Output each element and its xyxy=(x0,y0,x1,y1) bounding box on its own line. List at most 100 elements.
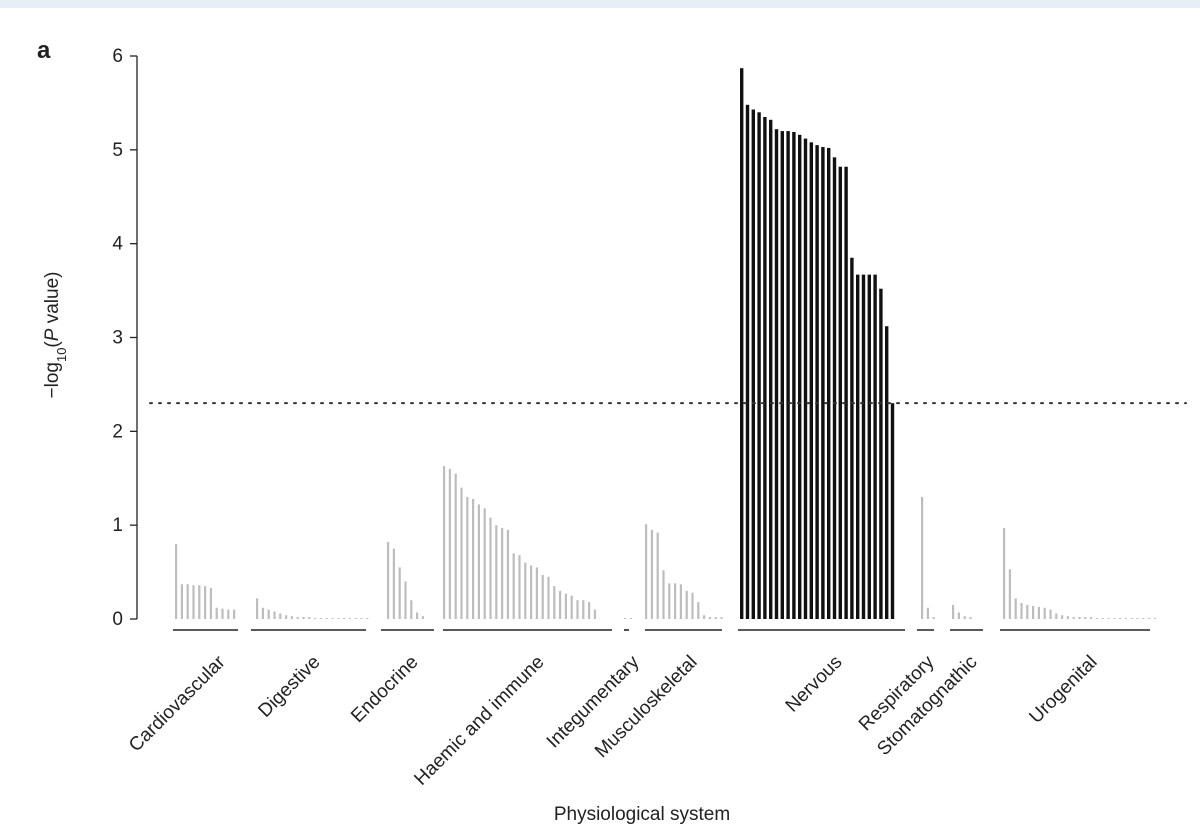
top-strip xyxy=(0,0,1200,8)
y-tick-label: 3 xyxy=(112,328,123,349)
bar xyxy=(319,618,322,619)
bar xyxy=(674,583,677,619)
bar xyxy=(564,593,567,619)
bar xyxy=(1020,603,1023,619)
bar xyxy=(506,529,509,619)
bar xyxy=(1049,609,1052,619)
bar xyxy=(472,498,475,619)
bar xyxy=(952,604,955,619)
bar xyxy=(593,609,596,619)
bar xyxy=(308,617,311,619)
bar xyxy=(416,612,419,619)
bar xyxy=(541,574,544,619)
bar xyxy=(803,138,808,619)
bar xyxy=(1113,618,1116,619)
bar xyxy=(186,584,189,619)
y-axis-title: −log10(P value) xyxy=(42,272,69,399)
bar xyxy=(769,119,773,619)
bar xyxy=(763,116,767,619)
bar xyxy=(489,517,492,619)
bar xyxy=(873,274,877,619)
y-axis-title-prefix: −log xyxy=(42,362,63,398)
bar xyxy=(757,112,761,620)
bar xyxy=(751,109,755,620)
bar xyxy=(1008,569,1011,619)
bar xyxy=(483,508,486,619)
bar xyxy=(180,584,183,619)
bar xyxy=(1043,607,1046,619)
bar xyxy=(1142,618,1145,619)
bar xyxy=(348,618,351,619)
bar xyxy=(398,567,401,619)
category-label: Cardiovascular xyxy=(125,651,230,756)
bar xyxy=(1003,527,1006,619)
bar xyxy=(1032,605,1035,619)
bar xyxy=(703,615,706,619)
bar xyxy=(890,403,895,619)
bar xyxy=(512,553,515,619)
bar xyxy=(885,326,889,619)
y-tick-label: 1 xyxy=(112,515,123,536)
bar xyxy=(867,274,871,619)
bar xyxy=(535,567,538,619)
bar xyxy=(421,616,424,619)
bar xyxy=(932,617,935,619)
bar xyxy=(198,585,201,619)
bar xyxy=(524,562,527,619)
bar xyxy=(691,592,694,619)
bar xyxy=(1107,618,1110,619)
bar xyxy=(856,274,860,619)
category-label: Digestive xyxy=(254,652,324,722)
bar xyxy=(1095,618,1098,619)
bar xyxy=(838,166,842,619)
bar xyxy=(832,157,837,619)
y-axis: 0 1 2 3 4 5 6 xyxy=(112,46,138,630)
bar xyxy=(1090,617,1093,619)
bar xyxy=(227,609,230,619)
x-axis-title: Physiological system xyxy=(554,804,730,825)
bar xyxy=(921,497,924,619)
bar xyxy=(343,618,346,619)
bar xyxy=(518,555,521,619)
bar xyxy=(443,466,446,619)
bar xyxy=(410,600,413,619)
bar xyxy=(1066,616,1069,619)
bar xyxy=(354,618,357,619)
bars xyxy=(175,68,1156,620)
y-axis-title-suffix: value) xyxy=(42,272,63,329)
bar xyxy=(1124,618,1127,619)
bar xyxy=(460,487,463,619)
y-tick-label: 0 xyxy=(112,609,123,630)
bar xyxy=(1014,598,1017,619)
bar xyxy=(1037,606,1040,619)
bar xyxy=(576,600,579,619)
bar xyxy=(588,602,591,619)
bar xyxy=(1153,618,1156,619)
bar xyxy=(1119,618,1122,619)
bar xyxy=(392,548,395,619)
y-axis-title-open: ( xyxy=(42,341,63,348)
bar xyxy=(1148,618,1151,619)
bar xyxy=(957,612,960,619)
bar xyxy=(331,618,334,619)
y-tick-label: 2 xyxy=(112,421,123,442)
bar xyxy=(530,565,533,619)
category-label: Urogenital xyxy=(1025,652,1101,728)
bar xyxy=(685,590,688,619)
bar xyxy=(786,131,790,620)
bar xyxy=(714,617,717,619)
bar xyxy=(850,257,854,619)
bar xyxy=(273,611,276,619)
y-axis-title-italic: P xyxy=(42,328,63,341)
bar xyxy=(1136,618,1139,619)
bar xyxy=(209,588,212,619)
category-label: Haemic and immune xyxy=(410,652,548,790)
bar xyxy=(314,618,317,619)
bar xyxy=(821,147,825,620)
bar xyxy=(495,525,498,619)
bar xyxy=(679,584,682,619)
bar xyxy=(404,581,407,619)
bar xyxy=(285,615,288,619)
bar xyxy=(720,617,723,619)
